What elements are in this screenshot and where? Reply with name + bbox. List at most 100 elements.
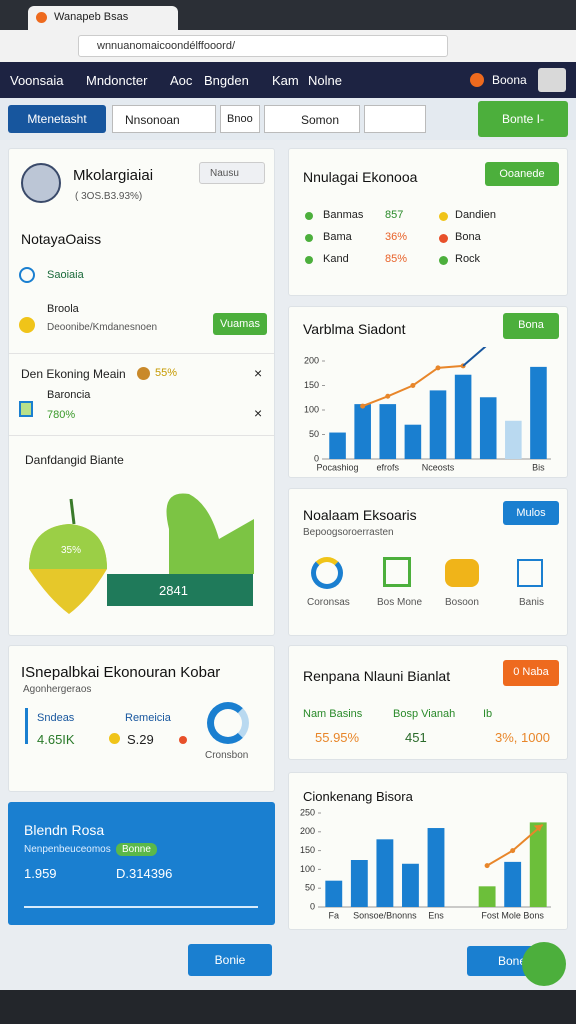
item-button[interactable]: Vuamas [213,313,267,335]
card-title: ISnepalbkai Ekonouran Kobar [21,664,221,681]
card-button[interactable]: 0 Naba [503,660,559,686]
icon-label: Bos Mone [377,597,423,608]
balance-card: Blendn Rosa Nenpenbeuceomos Bonne 1.959 … [8,802,275,925]
row-value: 85% [385,253,408,265]
alert-title: Baroncia [47,389,91,401]
card-title: Nnulagai Ekonooa [303,169,418,185]
pct-label: 35% [61,545,82,556]
icon-label: Coronsas [307,597,350,608]
trend-arrow [462,347,487,367]
close[interactable]: × [254,365,263,381]
primary-button[interactable]: Bonte I- [478,101,568,137]
y-tick-label: 200 [300,826,315,836]
bar [427,828,445,907]
dot [439,212,448,221]
tools[interactable] [364,105,426,133]
y-tick-label: 150 [304,380,319,390]
donut [207,702,249,744]
chart-title: Danfdangid Biante [25,453,124,467]
filter[interactable]: Somon [264,105,360,133]
progress [24,906,258,908]
arrow-head [533,824,543,832]
dot [439,234,448,243]
bar [529,822,547,907]
row-label: Kand [323,253,349,265]
bar [478,886,496,907]
point [410,383,416,388]
card-sub: Nenpenbeuceomos [24,844,111,855]
balance-value: 1.959 [24,866,57,881]
y-tick-label: 0 [310,901,315,911]
tab[interactable]: Wanapeb Bsas [28,6,178,30]
close[interactable]: × [254,405,263,421]
nav-item[interactable]: Mndoncter [86,73,148,88]
alert-value: 55% [155,367,178,379]
nav-item[interactable]: Kam [272,73,299,88]
dropdown-text: Nausu [210,168,239,179]
dot [305,256,313,264]
chart-title: Varblma Siadont [303,321,406,337]
user-name[interactable]: Boona [492,73,527,87]
dot [179,736,187,744]
x-tick-label: Ens [428,910,444,920]
item-title: Broola [47,303,79,315]
item-value: 451 [405,730,427,745]
icon [109,733,120,744]
x-tick-label: Fa [329,910,340,920]
dropdown[interactable]: Nausu [199,162,265,184]
summary-card: Nnulagai Ekonooa Ooanede Banmas 857 Dandie… [288,148,568,296]
search-input[interactable]: Nnsonoan [112,105,216,133]
dot [305,234,313,242]
divider [9,353,274,354]
stat-label: Remeicia [125,712,171,724]
divider [9,435,274,436]
nav-item[interactable]: Nolne [308,73,342,88]
item-label: Nam Basins [303,708,363,720]
item-label: Ib [483,708,493,720]
item: Saoiaia [47,269,84,281]
profile-card: Mkolargiaiai ( 3OS.B3.93%) Nausu NotayaO… [8,148,275,636]
card-button[interactable]: Ooanede [485,162,559,186]
plan-card: Renpana Nlauni Bianlat 0 Naba Nam Basins… [288,645,568,760]
bar [354,404,371,459]
dot [439,256,448,265]
card-button[interactable]: Bona [503,313,559,339]
url-bar[interactable]: wnnuanomaicoondélffooord/ [78,35,448,57]
x-tick-label: Fost Mole Bons [481,910,544,920]
alert-title: Den Ekoning Meain [21,367,126,381]
nav-item[interactable]: Bngden [204,73,249,88]
x-tick-label: Bis [532,462,545,472]
stats-card: ISnepalbkai Ekonouran Kobar Agonhergerao… [8,645,275,792]
row-label: Dandien [455,209,496,221]
bar [404,424,422,459]
action-button[interactable]: Bonie [188,944,272,976]
card-title: Renpana Nlauni Bianlat [303,668,451,684]
card-title: Noalaam Eksoaris [303,507,417,523]
y-tick-label: 150 [300,845,315,855]
y-tick-label: 200 [304,355,319,365]
field[interactable]: Bnoo [220,105,260,133]
row-label: Bona [455,231,481,243]
field-text: Bnoo [227,113,253,125]
y-tick-label: 250 [300,807,315,817]
balance-value: D.314396 [116,866,173,881]
fab[interactable] [522,942,566,986]
url: wnnuanomaicoondélffooord/ [97,40,236,52]
x-tick-label: Pocashiog [317,462,359,472]
card-sub: Bepoogsoroerrasten [303,527,394,538]
card-title: Blendn Rosa [24,822,105,838]
point [360,403,366,409]
nav-item[interactable]: Aoc [170,73,193,88]
point [435,365,441,371]
line [486,849,514,867]
avatar-button[interactable] [538,68,566,92]
tab-title: Wanapeb Bsas [54,11,129,23]
nav-item[interactable]: Voonsaia [10,73,64,88]
icon [19,401,33,417]
item-sub: Deoonibe/Kmdanesnoen [47,322,158,333]
search-button[interactable]: Mtenetasht [8,105,106,133]
stat-value: 4.65IK [37,732,75,747]
bar [505,420,522,459]
stat-label: Sndeas [37,712,75,724]
card-button[interactable]: Mulos [503,501,559,525]
